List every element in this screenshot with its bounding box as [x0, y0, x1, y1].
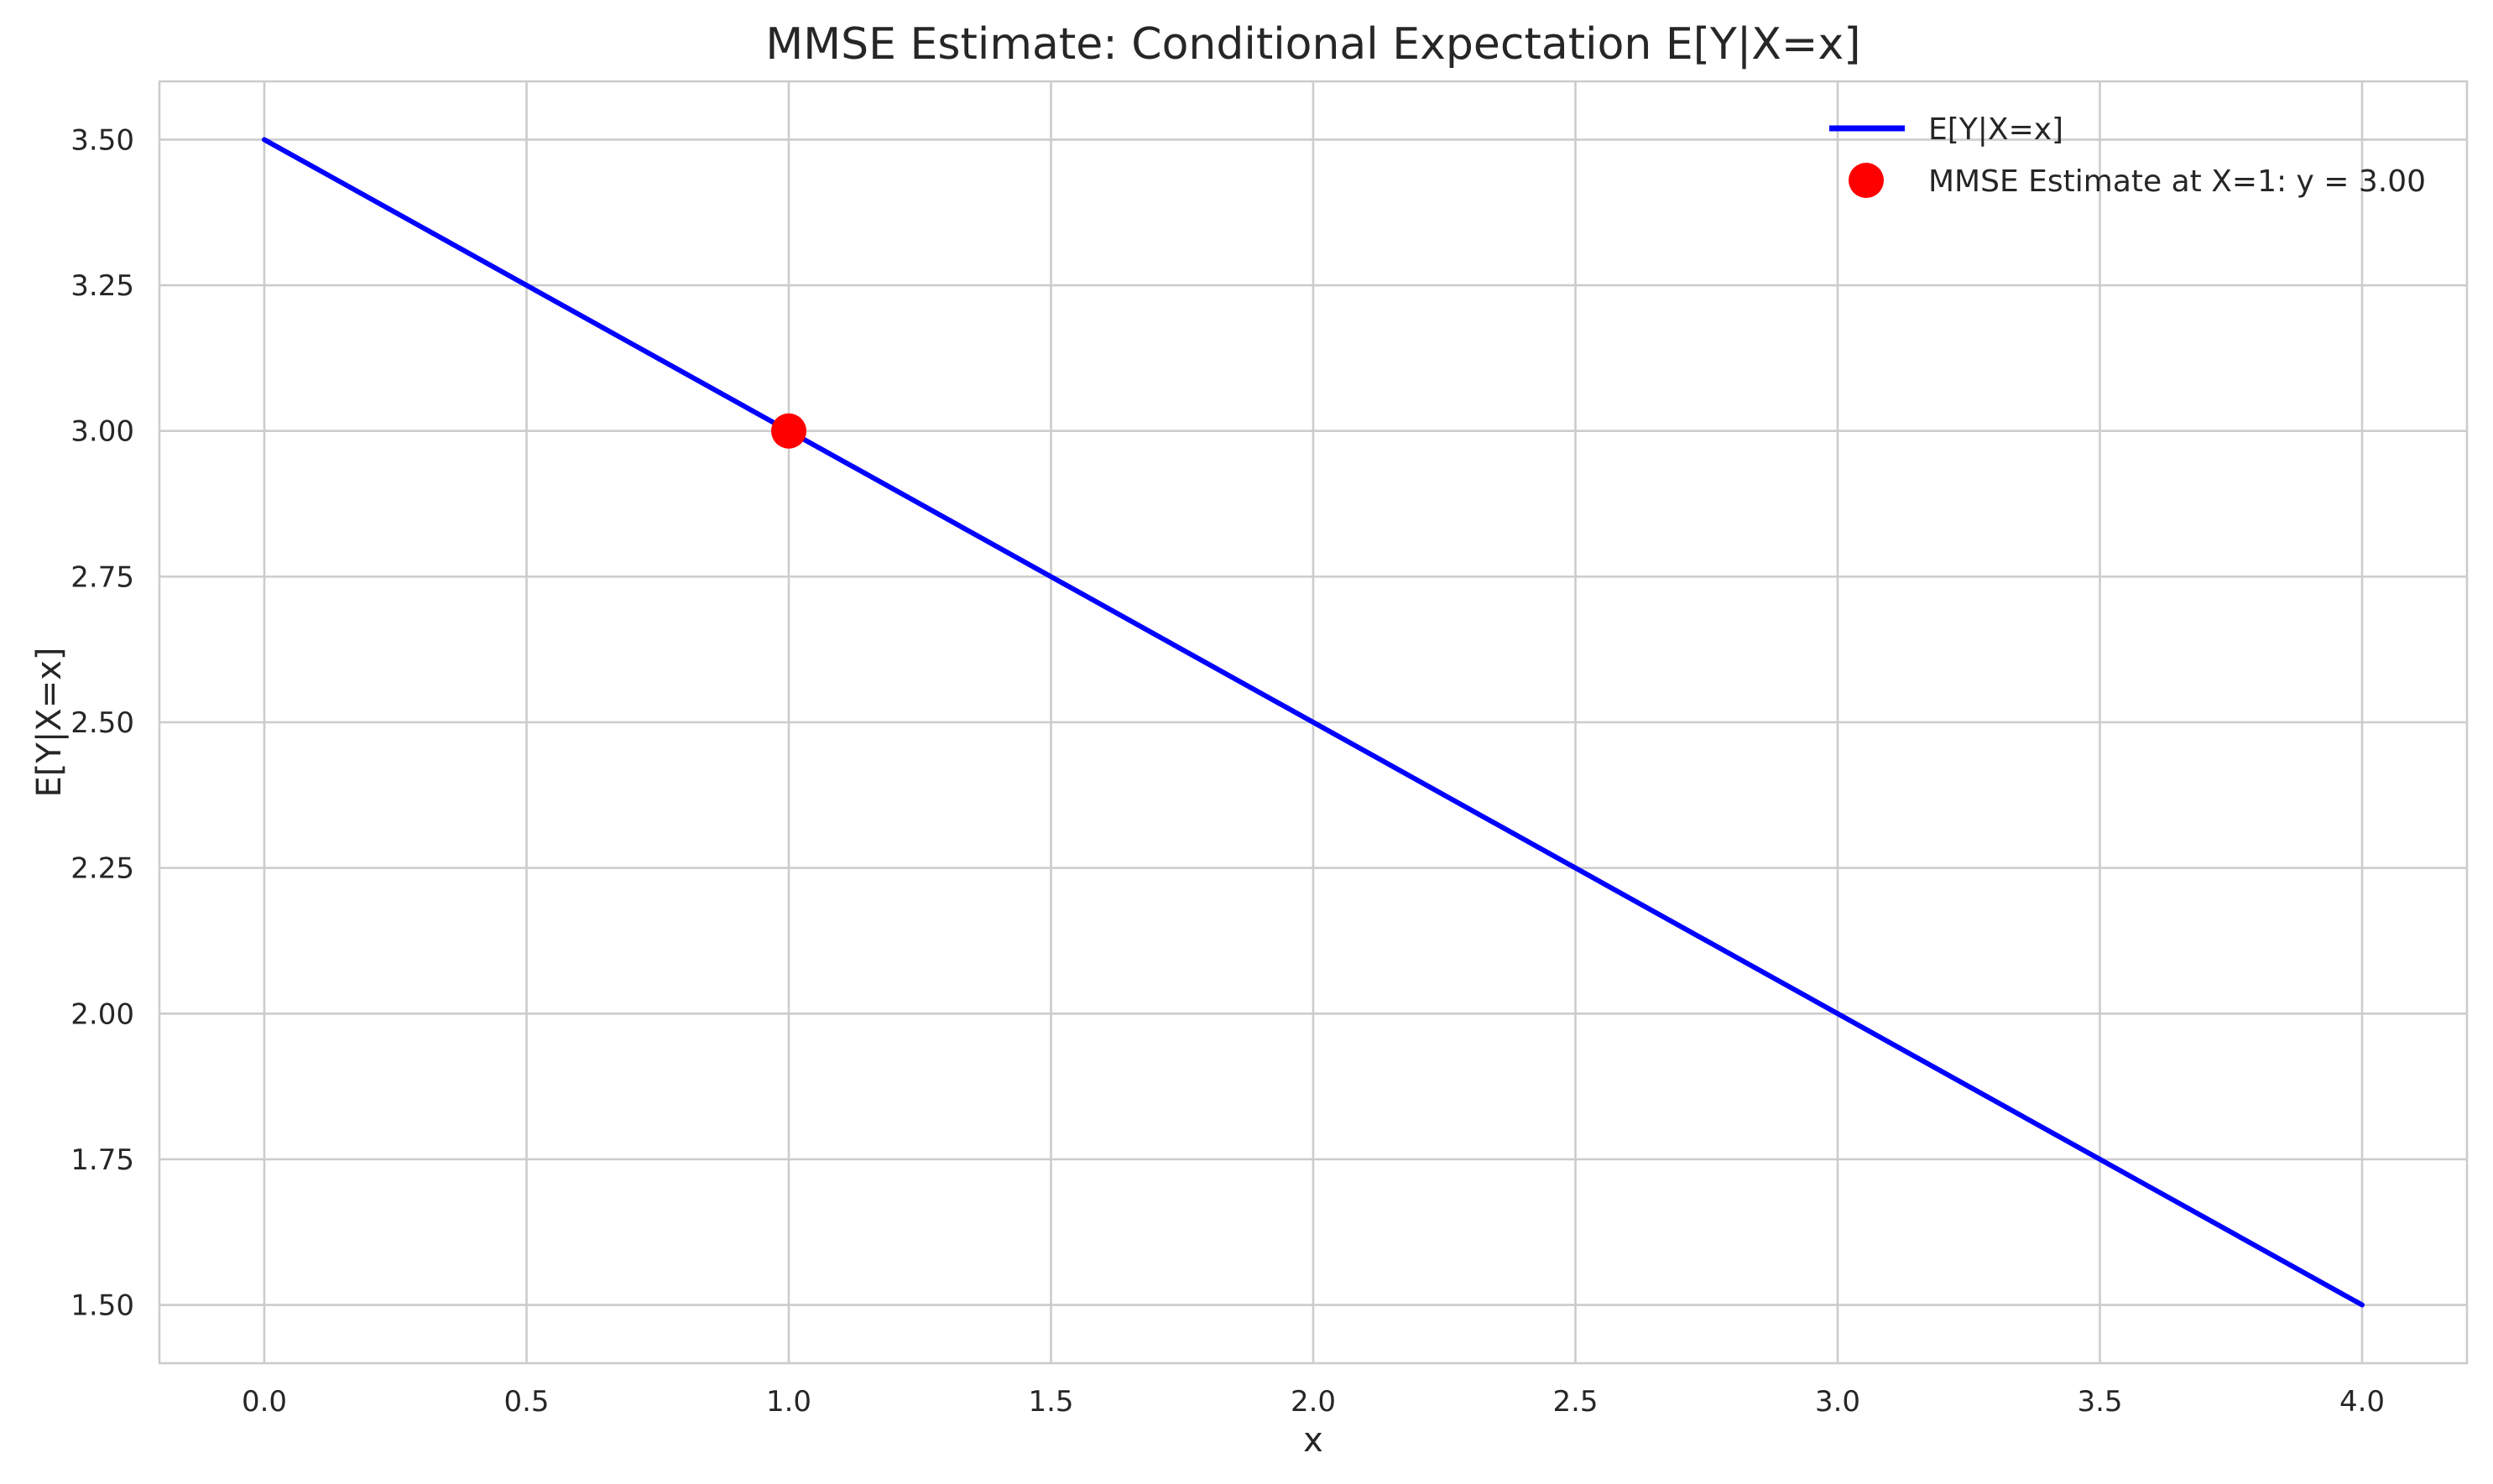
mmse-estimate-point [771, 413, 806, 449]
legend-marker-label: MMSE Estimate at X=1: y = 3.00 [1928, 164, 2426, 199]
chart-title: MMSE Estimate: Conditional Expectation E… [765, 19, 1860, 70]
x-tick-label: 0.0 [242, 1385, 287, 1419]
y-tick-labels: 1.50 1.75 2.00 2.25 2.50 2.75 3.00 3.25 3.50 [70, 123, 134, 1322]
x-axis-label: x [1303, 1421, 1323, 1460]
x-tick-label: 1.5 [1028, 1385, 1073, 1419]
x-tick-label: 3.0 [1815, 1385, 1860, 1419]
y-tick-label: 1.75 [70, 1143, 134, 1177]
legend-line-label: E[Y|X=x] [1928, 112, 2063, 147]
legend-marker-swatch [1849, 163, 1884, 198]
y-axis-label: E[Y|X=x] [30, 648, 69, 798]
x-tick-label: 3.5 [2077, 1385, 2122, 1419]
x-tick-labels: 0.0 0.5 1.0 1.5 2.0 2.5 3.0 3.5 4.0 [242, 1385, 2385, 1419]
y-tick-label: 2.25 [70, 852, 134, 886]
x-tick-label: 2.0 [1291, 1385, 1336, 1419]
conditional-expectation-line [262, 137, 2365, 1308]
series-layer [262, 137, 2365, 1308]
x-tick-label: 2.5 [1552, 1385, 1598, 1419]
y-tick-label: 2.75 [70, 560, 134, 594]
x-tick-label: 4.0 [2339, 1385, 2385, 1419]
plot-frame [158, 80, 2469, 1365]
y-tick-label: 3.00 [70, 415, 134, 449]
y-tick-label: 3.25 [70, 269, 134, 303]
y-tick-label: 2.50 [70, 706, 134, 740]
y-tick-label: 2.00 [70, 997, 134, 1031]
y-tick-label: 3.50 [70, 123, 134, 157]
x-tick-label: 1.0 [766, 1385, 811, 1419]
legend: E[Y|X=x] MMSE Estimate at X=1: y = 3.00 [1829, 112, 2426, 199]
x-tick-label: 0.5 [503, 1385, 549, 1419]
y-tick-label: 1.50 [70, 1289, 134, 1323]
